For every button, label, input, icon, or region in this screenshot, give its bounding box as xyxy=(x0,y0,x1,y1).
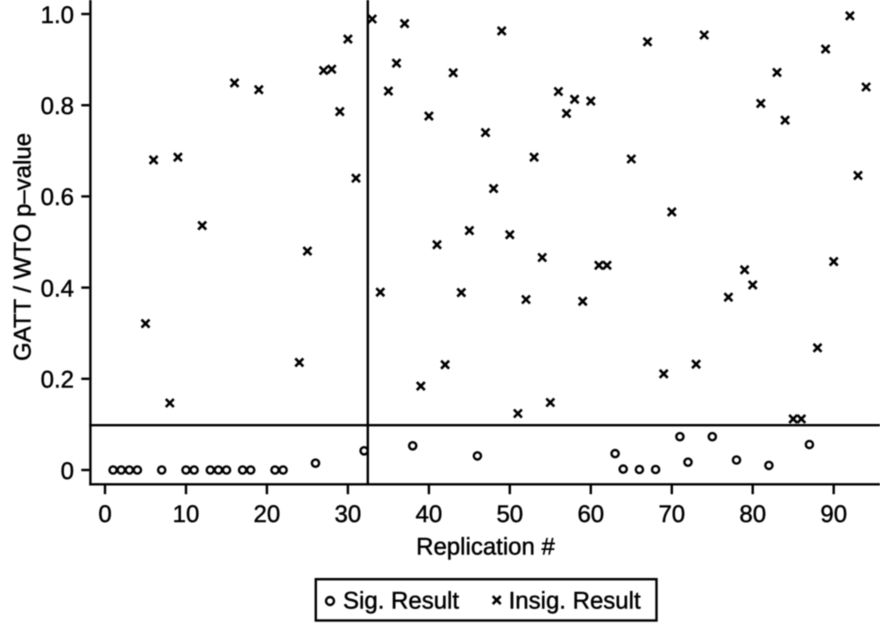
svg-text:GATT / WTO p–value: GATT / WTO p–value xyxy=(10,133,37,361)
svg-text:0.8: 0.8 xyxy=(41,93,74,120)
svg-text:0: 0 xyxy=(61,458,74,485)
svg-text:80: 80 xyxy=(739,501,766,528)
svg-text:20: 20 xyxy=(254,501,281,528)
svg-text:30: 30 xyxy=(335,501,362,528)
svg-text:40: 40 xyxy=(416,501,443,528)
svg-text:90: 90 xyxy=(820,501,847,528)
svg-text:Sig. Result: Sig. Result xyxy=(343,588,459,615)
svg-text:Replication #: Replication # xyxy=(416,533,555,560)
svg-text:0.2: 0.2 xyxy=(41,367,74,394)
svg-text:1.0: 1.0 xyxy=(41,2,74,29)
svg-text:10: 10 xyxy=(173,501,200,528)
svg-text:60: 60 xyxy=(577,501,604,528)
svg-text:Insig. Result: Insig. Result xyxy=(509,588,641,615)
svg-text:0: 0 xyxy=(98,501,111,528)
svg-text:70: 70 xyxy=(658,501,685,528)
svg-text:50: 50 xyxy=(496,501,523,528)
svg-text:0.4: 0.4 xyxy=(41,275,74,302)
svg-text:0.6: 0.6 xyxy=(41,184,74,211)
